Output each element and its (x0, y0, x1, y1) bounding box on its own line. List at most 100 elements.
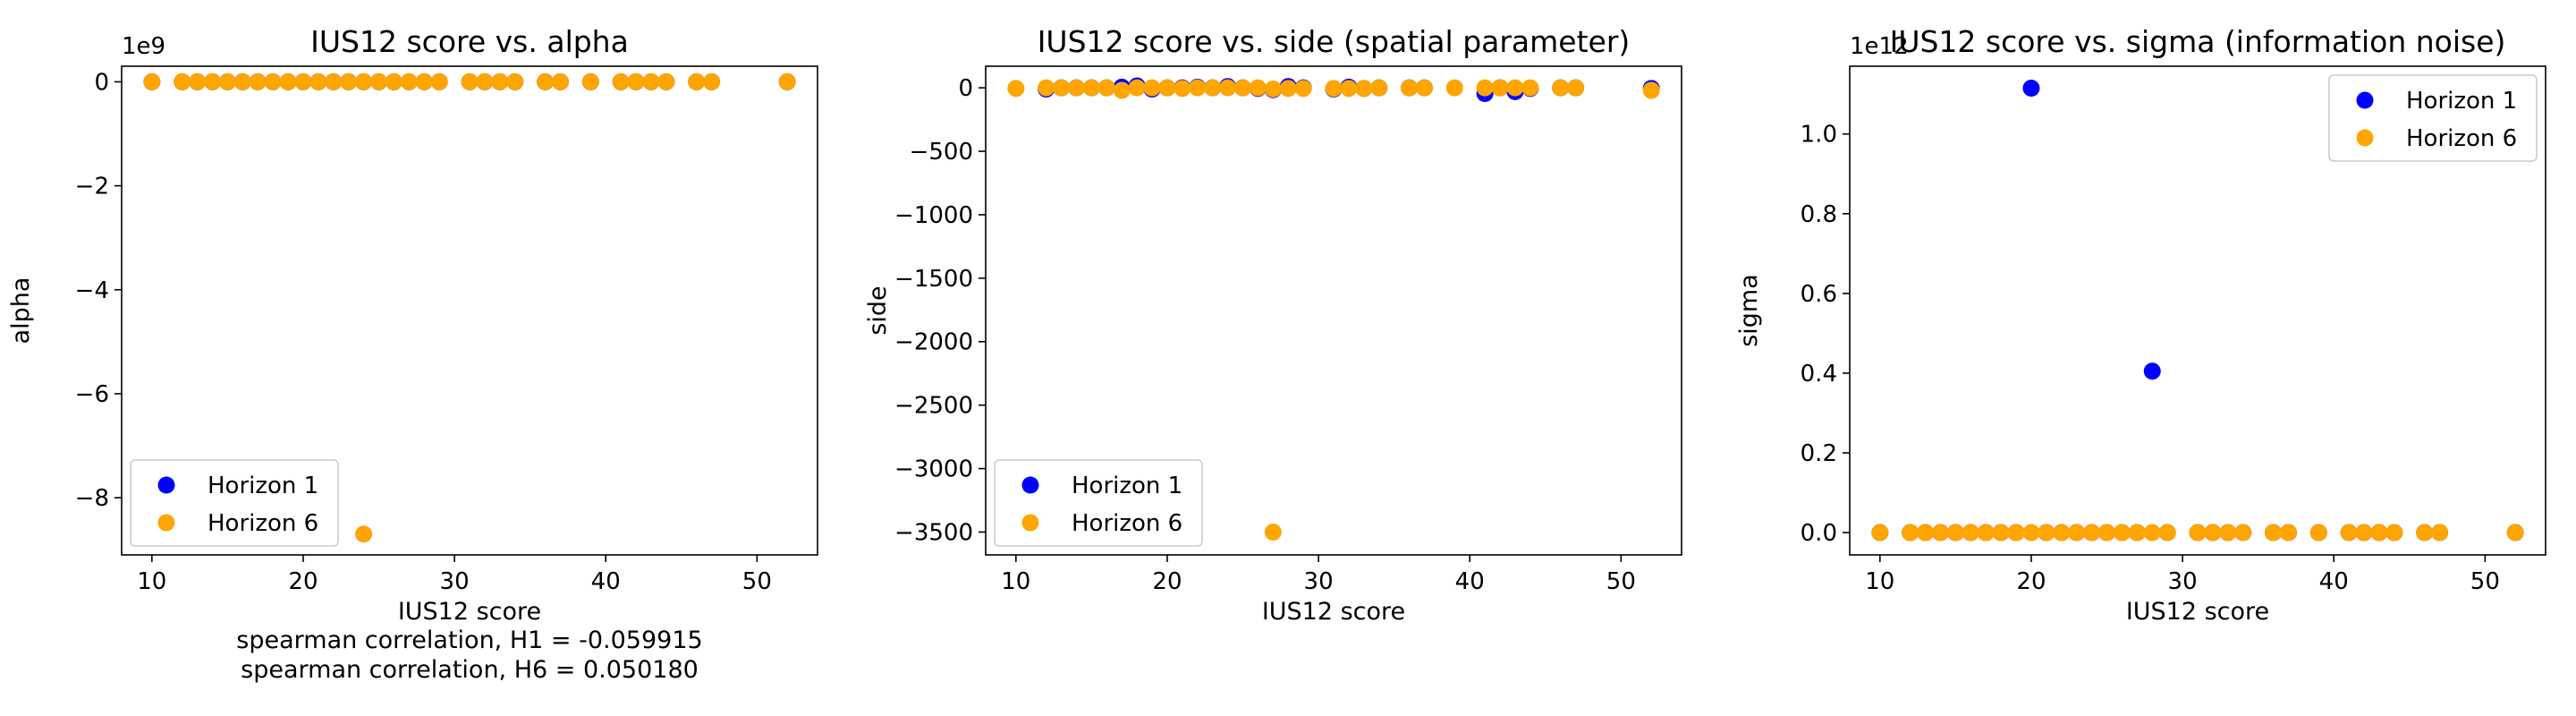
data-point (233, 72, 251, 90)
y-tick-label: 0.2 (1801, 440, 1837, 467)
data-point (1219, 79, 1237, 97)
x-tick-label: 40 (2319, 568, 2349, 595)
data-point (1067, 79, 1085, 97)
data-point (2053, 524, 2071, 541)
data-point (1415, 79, 1433, 97)
data-point (2219, 524, 2237, 541)
data-point (1871, 524, 1889, 541)
data-point (400, 72, 418, 90)
alpha-chart: IUS12 score vs. alpha 10 20 30 40 50 0 −2 −4 −6 −8… (7, 24, 818, 684)
data-point (294, 72, 312, 90)
data-point (2279, 524, 2297, 541)
x-tick-label: 50 (2470, 568, 2500, 595)
legend-label: Horizon 1 (2406, 88, 2517, 115)
axes-frame (1849, 65, 2546, 556)
data-point (581, 72, 599, 90)
data-point (703, 72, 721, 90)
data-point (1552, 79, 1570, 97)
data-point (1567, 79, 1585, 97)
plot-area (143, 72, 796, 543)
data-point (203, 72, 221, 90)
data-point (491, 72, 509, 90)
data-point (2506, 524, 2524, 541)
data-point (612, 72, 630, 90)
data-point (1158, 79, 1176, 97)
data-point (476, 72, 494, 90)
data-point (2204, 524, 2222, 541)
data-point (2309, 524, 2327, 541)
correlation-note: spearman correlation, H1 = -0.059915 (236, 626, 702, 654)
data-point (2143, 524, 2161, 541)
legend-box (994, 459, 1203, 547)
data-point (1401, 79, 1419, 97)
data-point (2143, 362, 2161, 380)
legend-label: Horizon 6 (1072, 510, 1182, 537)
y-tick-label: −1500 (894, 266, 973, 293)
data-point (506, 72, 524, 90)
data-point (1946, 524, 1964, 541)
legend-marker (1021, 514, 1039, 532)
data-point (2022, 79, 2040, 97)
data-point (2068, 524, 2086, 541)
y-tick-label: −2000 (894, 329, 973, 356)
data-point (174, 72, 191, 90)
data-point (2431, 524, 2449, 541)
x-axis-label: IUS12 score (2126, 598, 2269, 626)
y-tick-label: −3000 (894, 456, 973, 483)
legend-marker (2356, 91, 2374, 109)
data-point (1174, 80, 1191, 98)
data-point (355, 72, 373, 90)
data-point (537, 72, 555, 90)
data-point (1977, 524, 1995, 541)
y-tick-label: 0 (958, 75, 973, 102)
legend-label: Horizon 1 (1072, 473, 1182, 499)
horizon-6-series (143, 72, 796, 543)
data-point (1521, 79, 1539, 97)
data-point (1294, 80, 1312, 98)
data-point (143, 72, 161, 90)
data-point (189, 72, 207, 90)
plot-area (1007, 77, 1660, 541)
data-point (1931, 524, 1949, 541)
data-point (2113, 524, 2131, 541)
data-point (1340, 80, 1358, 98)
x-tick-label: 10 (137, 568, 166, 595)
data-point (1038, 79, 1055, 97)
y-axis-label: sigma (1735, 274, 1763, 347)
data-point (430, 72, 448, 90)
x-tick-label: 30 (1304, 568, 1334, 595)
legend-marker (1021, 476, 1039, 494)
data-point (1491, 79, 1509, 97)
data-point (355, 525, 373, 543)
data-point (1082, 79, 1100, 97)
plot-area (1871, 79, 2524, 541)
y-offset-text: 1e12 (1850, 33, 1909, 60)
data-point (309, 72, 327, 90)
y-axis-label: alpha (7, 277, 35, 345)
data-point (551, 72, 569, 90)
data-point (2416, 524, 2434, 541)
y-tick-label: 0.0 (1801, 520, 1837, 547)
data-point (2098, 524, 2116, 541)
x-tick-label: 20 (1152, 568, 1182, 595)
data-point (2234, 524, 2252, 541)
y-tick-label: −500 (910, 139, 973, 166)
data-point (642, 72, 660, 90)
legend-box (2328, 74, 2538, 162)
data-point (1962, 524, 1979, 541)
data-point (657, 72, 675, 90)
legend-label: Horizon 6 (2406, 125, 2517, 152)
y-axis-label: side (864, 286, 892, 335)
data-point (1097, 79, 1115, 97)
data-point (2340, 524, 2358, 541)
data-point (1445, 79, 1463, 97)
data-point (2370, 524, 2388, 541)
data-point (1128, 79, 1146, 97)
axes-frame (985, 65, 1682, 556)
horizon-6-series (1871, 524, 2524, 541)
y-tick-label: 0.6 (1801, 281, 1837, 308)
data-point (2083, 524, 2101, 541)
data-point (2189, 524, 2207, 541)
data-point (2355, 524, 2373, 541)
